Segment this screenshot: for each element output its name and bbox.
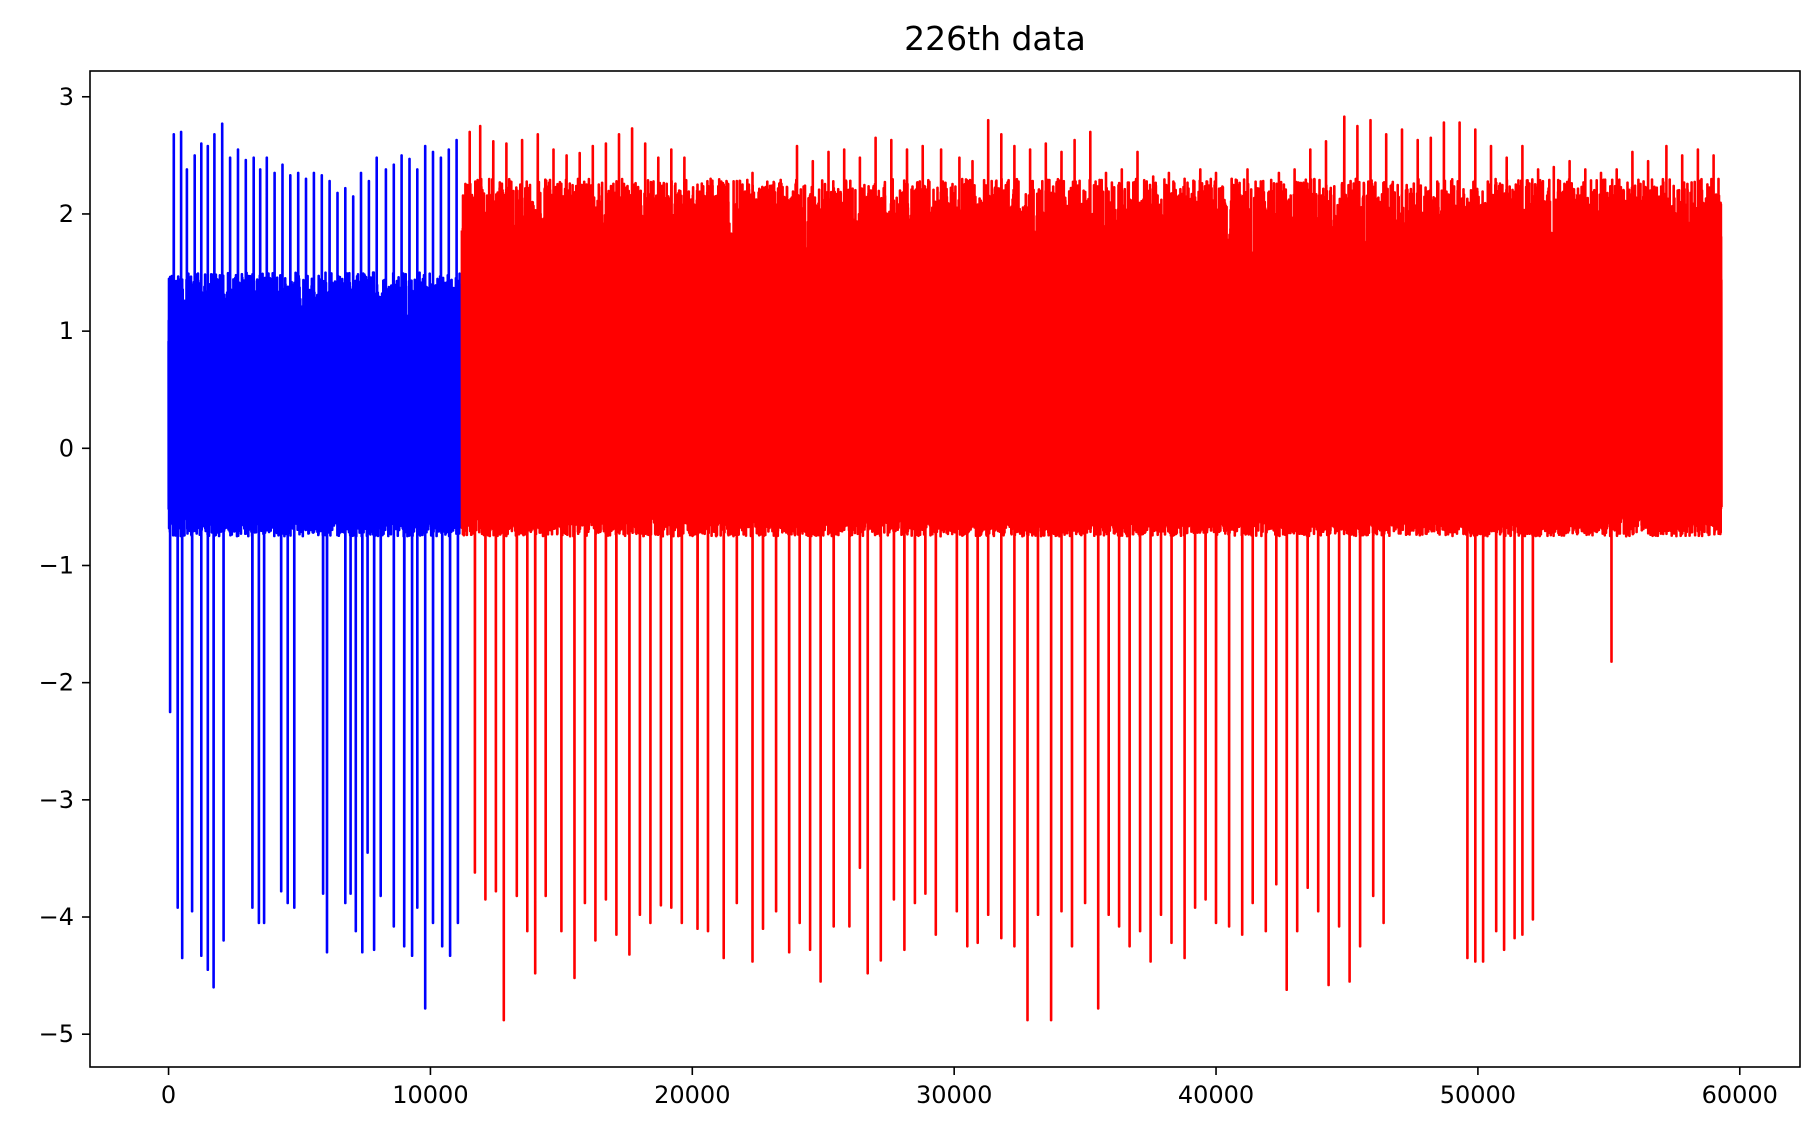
y-axis: −5 −4 −3 −2 −1 0 1 2 3 xyxy=(39,83,90,1048)
x-tick-label: 20000 xyxy=(654,1081,730,1109)
x-tick-label: 30000 xyxy=(916,1081,992,1109)
y-tick-label: 3 xyxy=(59,83,74,111)
x-tick-label: 60000 xyxy=(1702,1081,1778,1109)
x-axis: 0 10000 20000 30000 40000 50000 60000 xyxy=(161,1067,1778,1109)
y-tick-label: −5 xyxy=(39,1020,74,1048)
x-tick-label: 0 xyxy=(161,1081,176,1109)
y-tick-label: −2 xyxy=(39,669,74,697)
y-tick-label: 1 xyxy=(59,317,74,345)
y-tick-label: −3 xyxy=(39,786,74,814)
series-line-1 xyxy=(167,122,464,1010)
chart-title: 226th data xyxy=(904,19,1086,58)
x-tick-label: 40000 xyxy=(1178,1081,1254,1109)
series-line-2 xyxy=(460,115,1723,1022)
y-tick-label: 0 xyxy=(59,434,74,462)
plot-frame xyxy=(89,70,1801,1068)
y-tick-label: −4 xyxy=(39,903,74,931)
plot-area xyxy=(167,115,1723,1022)
x-tick-label: 50000 xyxy=(1440,1081,1516,1109)
x-tick-label: 10000 xyxy=(392,1081,468,1109)
y-tick-label: 2 xyxy=(59,200,74,228)
y-tick-label: −1 xyxy=(39,551,74,579)
